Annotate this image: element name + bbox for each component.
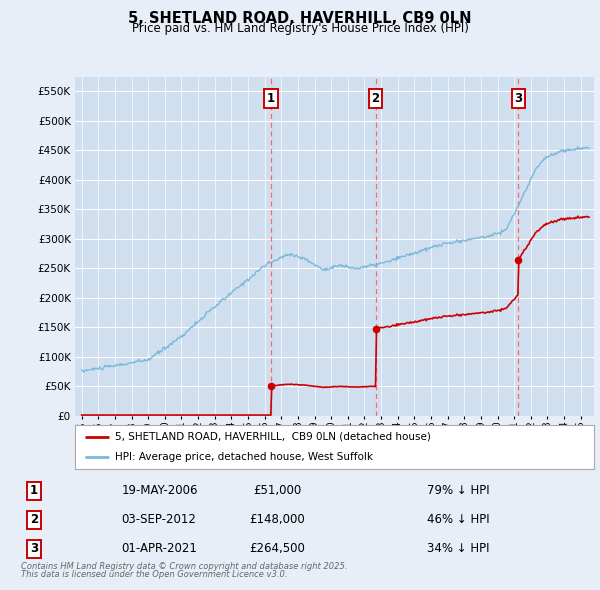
- Text: 1: 1: [267, 92, 275, 105]
- Text: 19-MAY-2006: 19-MAY-2006: [121, 484, 198, 497]
- Text: 3: 3: [30, 542, 38, 555]
- Text: 2: 2: [30, 513, 38, 526]
- Text: Price paid vs. HM Land Registry's House Price Index (HPI): Price paid vs. HM Land Registry's House …: [131, 22, 469, 35]
- Text: £264,500: £264,500: [249, 542, 305, 555]
- Text: £51,000: £51,000: [253, 484, 301, 497]
- Text: Contains HM Land Registry data © Crown copyright and database right 2025.: Contains HM Land Registry data © Crown c…: [21, 562, 347, 571]
- Text: 2: 2: [371, 92, 380, 105]
- Text: 46% ↓ HPI: 46% ↓ HPI: [427, 513, 490, 526]
- Text: 1: 1: [30, 484, 38, 497]
- Text: 01-APR-2021: 01-APR-2021: [121, 542, 197, 555]
- Text: £148,000: £148,000: [249, 513, 305, 526]
- Text: HPI: Average price, detached house, West Suffolk: HPI: Average price, detached house, West…: [115, 452, 373, 462]
- Text: This data is licensed under the Open Government Licence v3.0.: This data is licensed under the Open Gov…: [21, 571, 287, 579]
- Text: 5, SHETLAND ROAD, HAVERHILL, CB9 0LN: 5, SHETLAND ROAD, HAVERHILL, CB9 0LN: [128, 11, 472, 25]
- Text: 79% ↓ HPI: 79% ↓ HPI: [427, 484, 490, 497]
- Text: 34% ↓ HPI: 34% ↓ HPI: [427, 542, 489, 555]
- Text: 5, SHETLAND ROAD, HAVERHILL,  CB9 0LN (detached house): 5, SHETLAND ROAD, HAVERHILL, CB9 0LN (de…: [115, 432, 431, 442]
- Text: 03-SEP-2012: 03-SEP-2012: [121, 513, 196, 526]
- Text: 3: 3: [514, 92, 523, 105]
